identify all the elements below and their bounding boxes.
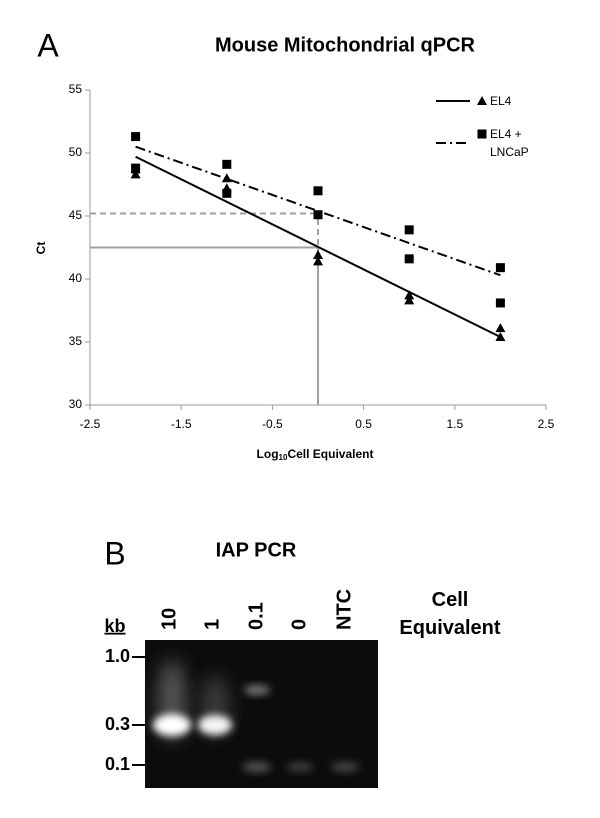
point [131,132,141,142]
y-tick-label: 35 [69,334,83,348]
x-tick-label: -2.5 [80,417,101,431]
panel-label: A [37,27,59,63]
x-tick-label: -1.5 [171,417,192,431]
x-axis-label: Log10Cell Equivalent [257,447,374,462]
band [198,715,232,735]
point [404,225,414,235]
x-label-part: Cell Equivalent [287,447,373,461]
band [244,685,270,695]
x-tick-label: 2.5 [538,417,555,431]
point [313,210,323,220]
x-tick-label: -0.5 [262,417,283,431]
trend-line [135,155,501,338]
point [495,263,505,273]
legend-entry: EL4 + LNCaP [490,127,529,159]
y-tick-label: 55 [69,82,83,96]
band [287,762,313,772]
lane-label: 0.1 [245,602,267,630]
point [313,186,323,196]
panel-label: B [104,535,125,571]
point [313,250,323,260]
x-label-subscript: 10 [279,453,288,462]
x-tick-label: 1.5 [446,417,463,431]
point [221,173,232,183]
point [495,331,506,341]
point [130,169,141,179]
trend-line [135,145,501,277]
band [153,714,191,736]
point [404,254,414,264]
band [331,762,359,772]
lane-label: 10 [158,608,180,630]
point [404,295,415,305]
point [222,159,232,169]
y-tick-label: 40 [69,271,83,285]
point [404,290,415,300]
legend-marker [477,129,487,139]
size-marker: 1.0 [105,646,130,666]
lane-label: 0 [288,619,310,630]
lane-label: NTC [333,589,355,630]
lanes-header: Cell Equivalent [399,589,501,639]
size-marker: 0.1 [105,754,130,774]
point [495,323,506,333]
point [495,298,505,308]
y-tick-label: 50 [69,145,83,159]
y-tick-label: 45 [69,208,83,222]
gel-title: IAP PCR [216,539,297,561]
x-tick-label: 0.5 [355,417,372,431]
y-tick-label: 30 [69,397,83,411]
y-axis-label: Ct [34,242,48,255]
chart-title: Mouse Mitochondrial qPCR [215,34,476,56]
point [313,256,323,266]
lane-label: 1 [201,619,223,630]
band [243,762,271,772]
point [222,188,232,198]
legend-entry: EL4 [490,94,512,108]
size-unit: kb [104,616,125,636]
x-label-part: Log [257,447,279,461]
legend-marker [477,96,487,105]
gel-bands [153,660,359,772]
size-marker: 0.3 [105,714,130,734]
point [131,163,141,173]
